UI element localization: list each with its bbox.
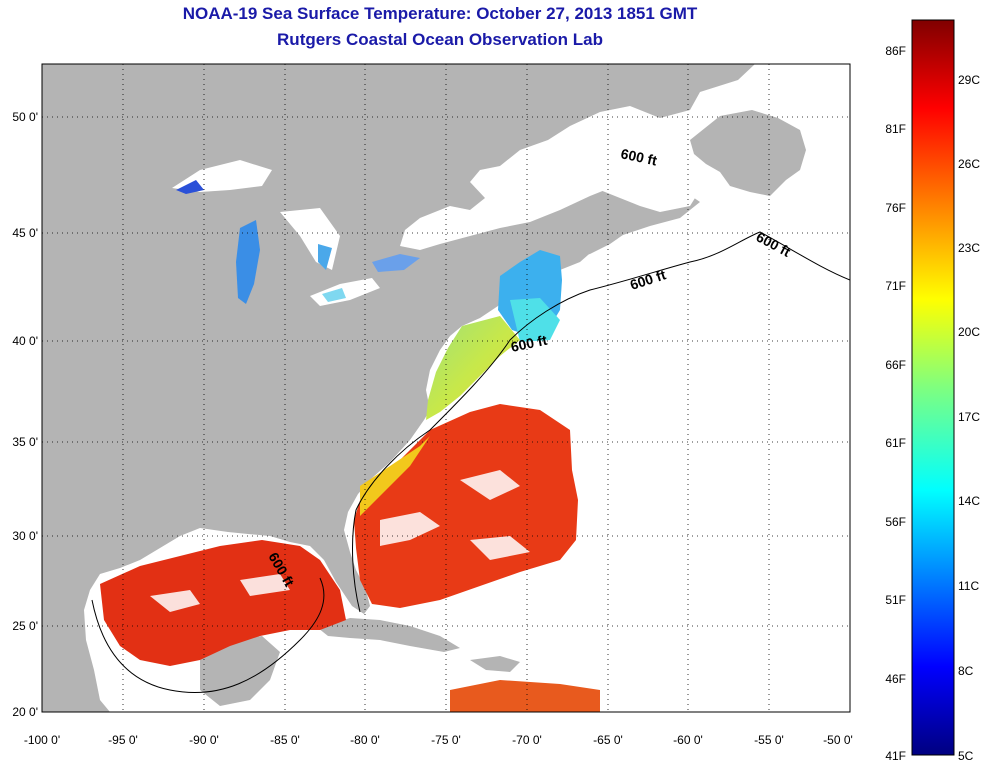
sst-carolina-coast-yellow: [360, 436, 430, 516]
colorbar-f-label: 46F: [885, 672, 906, 686]
map-title: NOAA-19 Sea Surface Temperature: October…: [182, 4, 698, 23]
nova-scotia-land: [560, 208, 640, 258]
colorbar-f-label: 71F: [885, 279, 906, 293]
lake-huron-sst: [318, 244, 332, 270]
colorbar-f-label: 76F: [885, 201, 906, 215]
lon-tick-label: -75 0': [431, 733, 461, 747]
yucatan-land: [200, 636, 280, 706]
map-subtitle: Rutgers Coastal Ocean Observation Lab: [277, 30, 603, 49]
lat-tick-label: 30 0': [12, 529, 38, 543]
lon-tick-label: -65 0': [593, 733, 623, 747]
colorbar-f-label: 51F: [885, 593, 906, 607]
sst-mid-atlantic-shelf: [426, 316, 520, 420]
map-frame: [41, 63, 851, 713]
lat-tick-label: 50 0': [12, 110, 38, 124]
hispaniola-land: [470, 656, 520, 672]
lat-tick-label: 45 0': [12, 226, 38, 240]
colorbar-c-label: 20C: [958, 325, 980, 339]
lake-michigan: [236, 220, 260, 304]
colorbar-f-label: 56F: [885, 515, 906, 529]
lat-tick-label: 40 0': [12, 334, 38, 348]
colorbar-fahrenheit-labels: 86F 81F 76F 71F 66F 61F 56F 51F 46F 41F: [885, 44, 906, 763]
north-america-land: [42, 64, 755, 712]
st-lawrence-gulf: [500, 136, 700, 212]
lon-tick-label: -80 0': [350, 733, 380, 747]
colorbar-c-label: 8C: [958, 664, 974, 678]
colorbar: [911, 19, 955, 756]
colorbar-f-label: 41F: [885, 749, 906, 763]
colorbar-f-label: 86F: [885, 44, 906, 58]
colorbar-celsius-labels: 29C 26C 23C 20C 17C 14C 11C 8C 5C: [958, 73, 980, 763]
lat-axis: 50 0' 45 0' 40 0' 35 0' 30 0' 25 0' 20 0…: [12, 110, 38, 719]
lon-tick-label: -50 0': [823, 733, 853, 747]
colorbar-c-label: 26C: [958, 157, 980, 171]
isobath-label: 600 ft: [509, 332, 548, 355]
colorbar-c-label: 29C: [958, 73, 980, 87]
lon-tick-label: -70 0': [512, 733, 542, 747]
lon-tick-label: -55 0': [754, 733, 784, 747]
colorbar-f-label: 66F: [885, 358, 906, 372]
colorbar-f-label: 81F: [885, 122, 906, 136]
colorbar-c-label: 11C: [958, 579, 979, 593]
sst-gulf-of-mexico: [100, 540, 346, 666]
lake-ontario: [372, 254, 420, 272]
lon-axis: -100 0' -95 0' -90 0' -85 0' -80 0' -75 …: [24, 733, 853, 747]
lon-tick-label: -90 0': [189, 733, 219, 747]
lon-tick-label: -60 0': [673, 733, 703, 747]
colorbar-c-label: 23C: [958, 241, 980, 255]
lon-tick-label: -85 0': [270, 733, 300, 747]
lat-tick-label: 25 0': [12, 619, 38, 633]
lake-superior-sst: [176, 180, 204, 194]
colorbar-f-label: 61F: [885, 436, 906, 450]
cuba-land: [318, 618, 460, 652]
colorbar-c-label: 14C: [958, 494, 980, 508]
lake-erie-sst: [322, 288, 346, 302]
lon-tick-label: -95 0': [108, 733, 138, 747]
sst-caribbean-strip: [450, 680, 600, 712]
isobath-600ft-line: [91, 231, 850, 694]
colorbar-c-label: 5C: [958, 749, 974, 763]
lon-tick-label: -100 0': [24, 733, 60, 747]
graticule: [42, 64, 850, 712]
cloud-mask: [150, 470, 530, 612]
isobath-label: 600 ft: [619, 145, 658, 168]
lat-tick-label: 20 0': [12, 705, 38, 719]
colorbar-c-label: 17C: [958, 410, 980, 424]
lat-tick-label: 35 0': [12, 435, 38, 449]
sst-cape-cod-cyan: [510, 298, 560, 342]
newfoundland-land: [690, 110, 806, 196]
